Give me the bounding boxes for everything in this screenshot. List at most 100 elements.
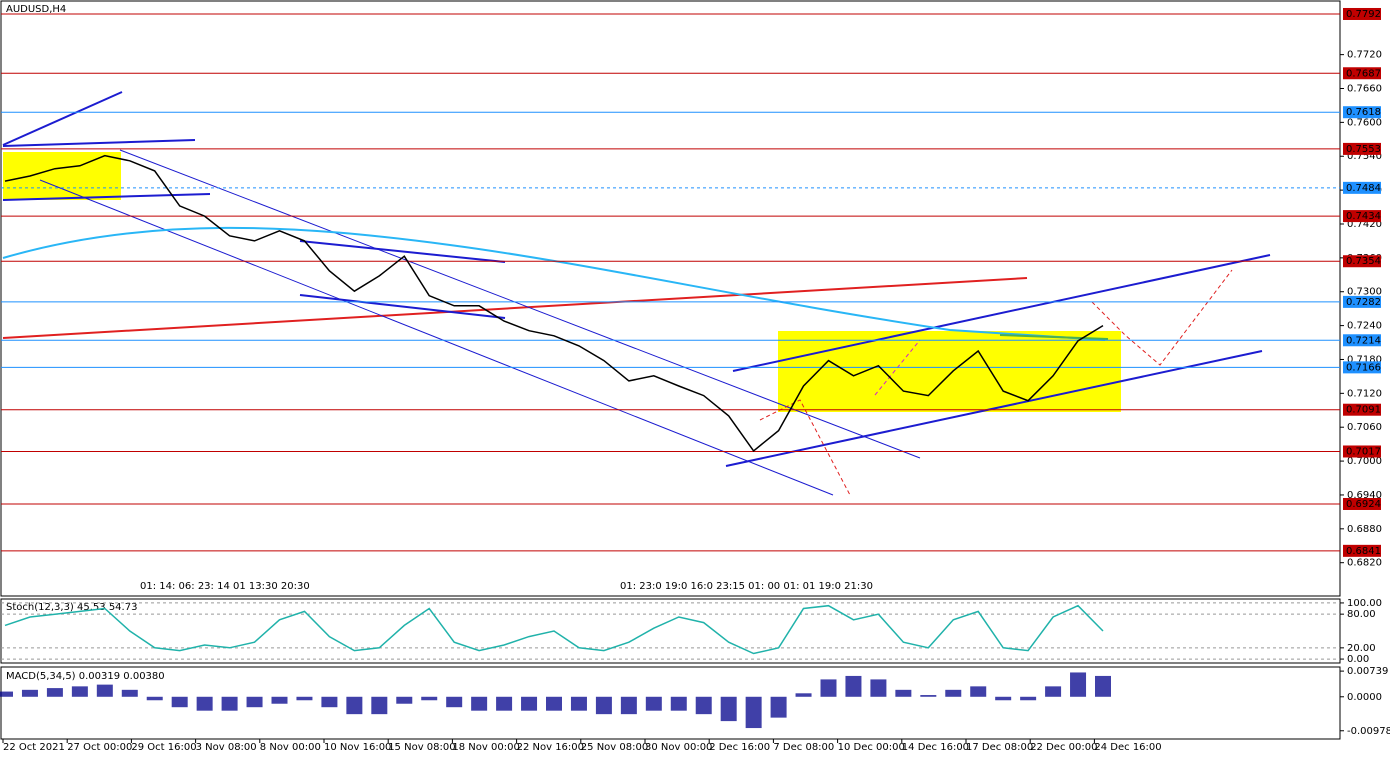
histogram-bar [521,696,538,711]
price-tag [1343,255,1381,268]
histogram-bar [346,696,363,715]
histogram-bar [745,696,762,729]
main-pane [0,0,1341,597]
histogram-bar [396,696,413,704]
x-tick-label: 30 Nov 00:00 [645,742,712,753]
histogram-bar [321,696,338,708]
x-tick-label: 8 Nov 00:00 [260,742,321,753]
x-tick-label: 27 Oct 00:00 [67,742,132,753]
indicator-title: Stoch(12,3,3) 45.53 54.73 [6,602,137,613]
histogram-bar [221,696,238,711]
price-tag [1343,334,1381,347]
histogram-bar [795,693,812,697]
price-tag-label: 0.7434 [1346,211,1381,222]
histogram-bar [0,691,13,697]
x-tick-label: 15 Nov 08:00 [388,742,455,753]
price-tag-label: 0.7282 [1346,297,1381,308]
y-tick-label: 0.7060 [1347,422,1382,433]
x-tick-label: 24 Dec 16:00 [1094,742,1161,753]
histogram-bar [870,679,887,697]
histogram-bar [546,696,562,711]
price-tag-label: 0.7687 [1346,68,1381,79]
price-tag [1343,403,1381,416]
histogram-bar [995,696,1012,701]
price-tag [1343,544,1381,557]
price-tag [1343,210,1381,223]
y-tick-label: 0.7180 [1347,354,1382,365]
macd-pane [0,666,1341,740]
price-tag [1343,445,1381,458]
y-tick-label: 0.7540 [1347,151,1382,162]
histogram-bar [1095,675,1111,697]
price-line [4,154,1104,452]
price-tag-label: 0.7017 [1346,446,1381,457]
y-tick-label: 0.7660 [1347,84,1382,95]
x-tick-label: 25 Nov 08:00 [581,742,648,753]
histogram-bar [271,696,288,704]
trend-lines [2,91,1271,496]
x-tick-label: 29 Oct 16:00 [131,742,196,753]
histogram-bar [570,696,587,711]
price-tag-label: 0.7091 [1346,405,1381,416]
y-tick-label: 0.7600 [1347,117,1382,128]
histogram-bar [595,696,612,715]
histogram-bar [96,684,113,697]
y-tick-label: 0.7420 [1347,219,1382,230]
time-marks: 01: 23:0 19:0 16:0 23:15 01: 00 01: 01 1… [620,581,873,592]
histogram-bar [71,686,88,697]
price-line [4,604,1104,655]
histogram-bar [1045,686,1062,697]
price-tag-label: 0.6841 [1346,546,1381,557]
histogram-bar [845,675,862,697]
price-tag-label: 0.7214 [1346,335,1381,346]
histogram-bar [1020,696,1037,701]
y-tick-label: 0.7300 [1347,287,1382,298]
y-tick-label: 0.7720 [1347,50,1382,61]
y-tick-label: 0.6940 [1347,490,1382,501]
x-tick-label: 22 Dec 00:00 [1030,742,1097,753]
histogram-bar [1070,672,1087,697]
zone [3,152,121,200]
zone [778,331,1121,412]
histogram-bar [970,686,987,697]
y-tick-label: 0.0000 [1347,692,1382,703]
price-tag [1343,295,1381,308]
histogram-bar [471,696,488,711]
histogram-bar [770,696,787,718]
histogram-bar [146,696,163,701]
price-tag-label: 0.7354 [1346,256,1381,267]
histogram-bar [121,689,138,697]
histogram-bar [645,696,662,711]
price-tag [1343,497,1381,510]
histogram-bar [446,696,463,708]
time-marks: 01: 14: 06: 23: 14 01 13:30 20:30 [140,581,310,592]
price-tag [1343,67,1381,80]
price-tag-label: 0.6924 [1346,499,1381,510]
histogram-bar [895,689,912,697]
x-tick-label: 2 Dec 16:00 [709,742,770,753]
histogram-bar [620,696,637,715]
histogram-bar [945,689,962,697]
y-tick-label: -0.00978 [1347,726,1390,737]
y-tick-label: 20.00 [1347,643,1376,654]
price-tag [1343,142,1381,155]
y-tick-label: 0.7240 [1347,321,1382,332]
y-tick-label: 0.7000 [1347,456,1382,467]
x-tick-label: 7 Dec 08:00 [773,742,834,753]
price-tag [1343,361,1381,374]
histogram-bar [371,696,388,715]
histogram-bar [695,696,712,715]
stoch-pane [0,598,1341,664]
y-tick-label: 100.00 [1347,598,1382,609]
x-tick-label: 10 Nov 16:00 [324,742,391,753]
price-tag [1343,7,1381,20]
histogram-bar [196,696,213,711]
histogram-bar [670,696,687,711]
y-tick-label: 0.7120 [1347,388,1382,399]
price-tag-label: 0.7618 [1346,107,1381,118]
x-tick-label: 22 Nov 16:00 [517,742,584,753]
histogram-bar [720,696,737,722]
price-tag [1343,106,1381,119]
y-tick-label: 0.00739 [1347,666,1388,677]
